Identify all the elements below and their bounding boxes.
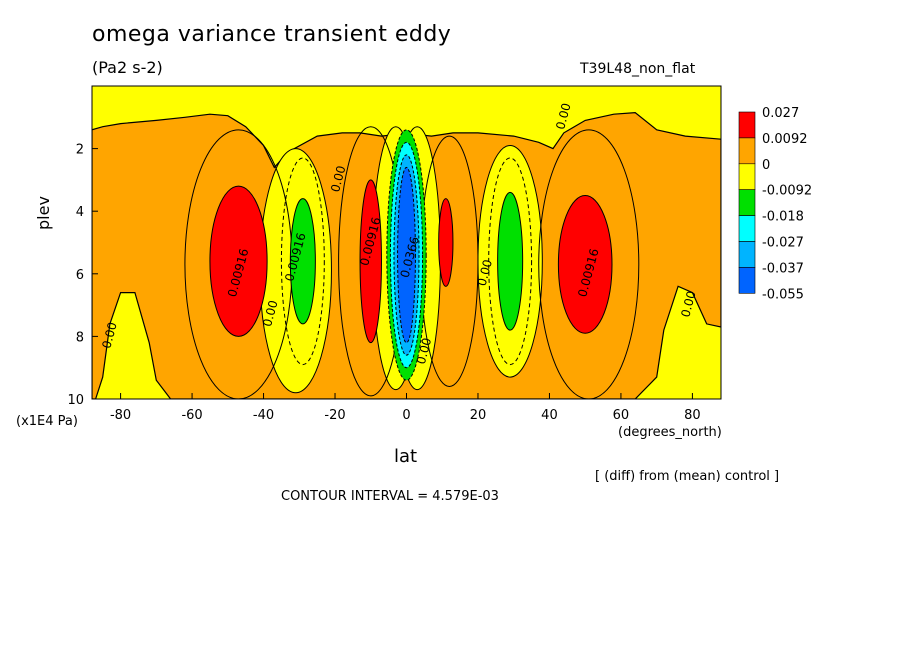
- contour-dashed-1: [488, 157, 533, 366]
- contour-label: 0.00: [553, 102, 573, 131]
- field-green-1: [497, 191, 524, 331]
- legend-label: 0.0092: [762, 132, 808, 147]
- field-red-0: [209, 185, 268, 337]
- field-red-1: [557, 195, 613, 334]
- legend-swatch-blue: [738, 267, 756, 294]
- contour-ring-1: [538, 129, 640, 399]
- x-tick-label: 40: [541, 408, 558, 423]
- contour-label: 0.00: [99, 321, 119, 350]
- contour-label: 0.00: [475, 258, 495, 287]
- legend-label: -0.0092: [762, 184, 812, 199]
- x-axis-unit: (degrees_north): [618, 425, 722, 440]
- y-tick-label: 10: [67, 393, 84, 408]
- legend-swatch-green: [738, 189, 756, 216]
- chart-units: (Pa2 s-2): [92, 58, 163, 77]
- legend-label: -0.027: [762, 236, 804, 251]
- x-tick-label: 20: [470, 408, 487, 423]
- field-red-2: [359, 179, 382, 344]
- field-green-0: [289, 198, 316, 325]
- x-tick-label: 0: [402, 408, 410, 423]
- diff-note: [ (diff) from (mean) control ]: [595, 469, 780, 484]
- legend-swatch-orange: [738, 137, 756, 165]
- field-red-3: [438, 198, 454, 287]
- run-label: T39L48_non_flat: [580, 61, 696, 77]
- contour-label: 0.00: [328, 164, 348, 193]
- legend-swatch-yellow: [738, 163, 756, 191]
- x-tick-label: 80: [684, 408, 701, 423]
- x-tick-label: -20: [324, 408, 345, 423]
- chart-title: omega variance transient eddy: [92, 22, 452, 47]
- legend-swatch-lightblue: [738, 241, 756, 268]
- legend-label: 0.027: [762, 106, 799, 121]
- contour-label: 0.00: [414, 336, 434, 365]
- y-tick-label: 6: [76, 268, 84, 283]
- x-tick-label: -40: [253, 408, 274, 423]
- y-axis-unit: (x1E4 Pa): [16, 414, 78, 429]
- x-axis-label: lat: [394, 446, 418, 467]
- field-equator-blue: [397, 166, 416, 344]
- legend-label: 0: [762, 158, 770, 173]
- y-tick-label: 4: [76, 205, 84, 220]
- y-axis-label: plev: [34, 196, 53, 230]
- y-tick-label: 8: [76, 330, 84, 345]
- legend-swatch-cyan: [738, 215, 756, 242]
- contour-dashed-0: [280, 157, 325, 366]
- legend-swatch-red: [738, 111, 756, 139]
- contour-interval: CONTOUR INTERVAL = 4.579E-03: [281, 489, 499, 504]
- legend-label: -0.055: [762, 287, 804, 302]
- legend-label: -0.018: [762, 210, 804, 225]
- x-tick-label: 60: [613, 408, 630, 423]
- x-tick-label: -60: [181, 408, 202, 423]
- contour-label: 0.00: [260, 299, 280, 328]
- y-tick-label: 2: [76, 143, 84, 158]
- contour-label: 0.00: [678, 289, 698, 318]
- legend-label: -0.037: [762, 261, 804, 276]
- x-tick-label: -80: [110, 408, 131, 423]
